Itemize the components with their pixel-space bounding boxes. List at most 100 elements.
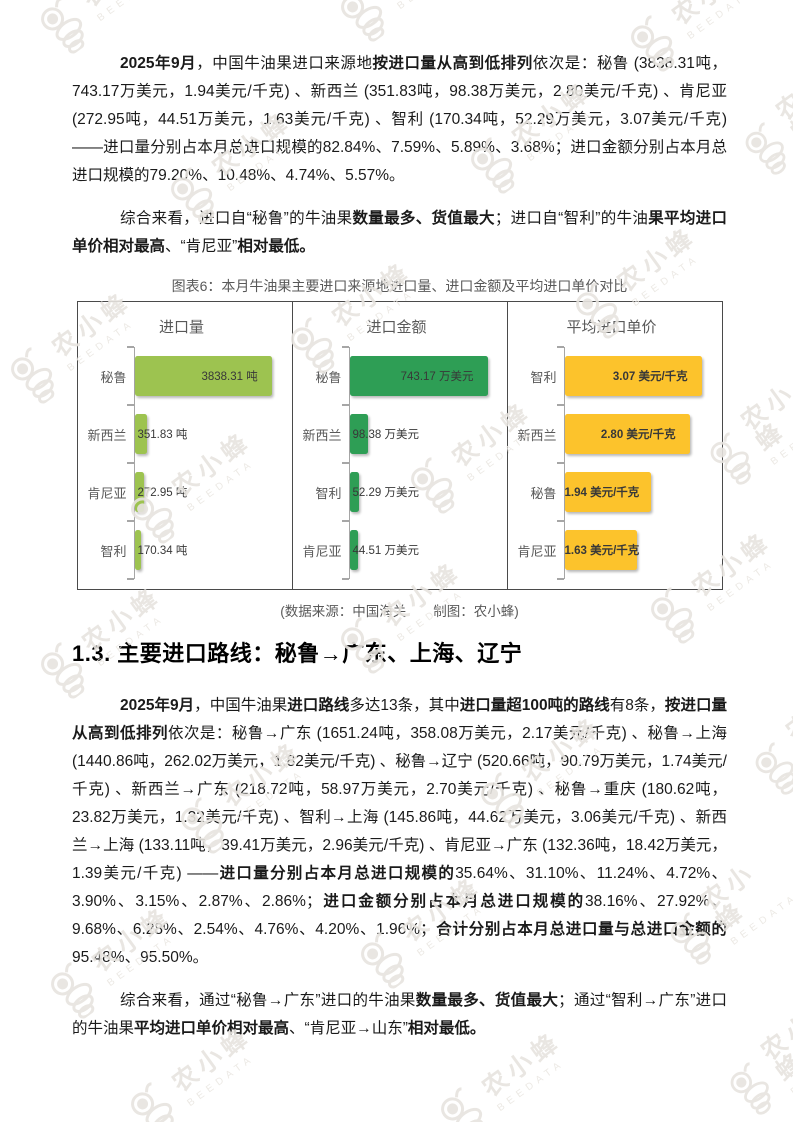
paragraph-import-sources: 2025年9月，中国牛油果进口来源地按进口量从高到低排列依次是：秘鲁 (3838…	[72, 50, 727, 190]
page-content: 2025年9月，中国牛油果进口来源地按进口量从高到低排列依次是：秘鲁 (3838…	[72, 50, 727, 1043]
chart-rows: 智利 3.07 美元/千克新西兰 2.80 美元/千克秘鲁 1.94 美元/千克肯尼亚…	[512, 346, 712, 580]
chart-plot-area: 170.34 吨	[126, 520, 278, 580]
emphasis-text: 进口量分别占本月总进口规模的	[218, 865, 456, 882]
section-heading: 1.3. 主要进口路线：秘鲁→广东、上海、辽宁	[72, 641, 523, 666]
chart-value-label: 272.95 吨	[137, 487, 188, 499]
chart-value-label: 2.80 美元/千克	[600, 429, 676, 441]
emphasis-text: 按进口量从高到低排列	[72, 697, 727, 742]
paragraph-sources-summary: 综合来看，进口自“秘鲁”的牛油果数量最多、货值最大；进口自“智利”的牛油果平均进…	[72, 205, 727, 261]
chart-plot-area: 1.94 美元/千克	[556, 462, 708, 521]
emphasis-text: 相对最低。	[407, 1020, 486, 1037]
emphasis-text: 按进口量从高到低排列	[372, 55, 533, 72]
figure-caption: 图表6：本月牛油果主要进口来源地进口量、进口金额及平均进口单价对比	[171, 278, 628, 294]
body-text: 综合来看，进口自“秘鲁”的牛油果	[120, 210, 353, 227]
chart-category-label: 肯尼亚	[517, 543, 557, 559]
chart-title: 进口量	[158, 319, 204, 336]
watermark-subtext: BEEDATA	[788, 1041, 793, 1098]
chart-plot-area: 98.38 万美元	[341, 404, 493, 463]
body-text: ，中国牛油果进口来源地	[196, 55, 373, 72]
chart-bar	[349, 530, 358, 570]
chart-bar	[564, 472, 652, 512]
body-text: 有8条，	[609, 697, 665, 714]
chart-row: 智利 3.07 美元/千克	[512, 346, 708, 405]
body-text: 、“肯尼亚→山东”	[289, 1020, 408, 1037]
chart-plot-area: 44.51 万美元	[341, 520, 493, 580]
chart-plot-area: 743.17 万美元	[341, 346, 493, 405]
chart-row: 智利 52.29 万美元	[297, 462, 493, 521]
body-text: 多达13条，其中	[349, 697, 460, 714]
body-text: 38.16%、27.92%、9.68%、6.28%、2.54%、4.76%、4.…	[72, 893, 727, 938]
chart-value-label: 1.94 美元/千克	[564, 487, 640, 499]
chart-category-label: 智利	[530, 369, 557, 385]
chart-row: 秘鲁 743.17 万美元	[297, 346, 493, 405]
body-text: 95.48%、95.50%。	[72, 949, 209, 966]
chart-category-label: 新西兰	[87, 427, 127, 443]
chart-title: 进口金额	[366, 319, 427, 336]
bee-logo-icon	[131, 1082, 174, 1122]
emphasis-text: 平均进口单价相对最高	[134, 1020, 290, 1037]
emphasis-text: 2025年9月	[120, 697, 195, 714]
body-text: ；通过“智利→广东”进口的牛油果	[72, 992, 727, 1037]
chart-bar	[564, 530, 638, 570]
chart-plot-area: 52.29 万美元	[341, 462, 493, 521]
chart-rows: 秘鲁 3838.31 吨新西兰 351.83 吨肯尼亚 272.95 吨智利 170.3…	[82, 346, 282, 580]
chart-row: 新西兰 351.83 吨	[82, 404, 278, 463]
chart-value-label: 743.17 万美元	[400, 371, 474, 383]
chart-bar	[349, 414, 368, 454]
paragraph-import-routes: 2025年9月，中国牛油果进口路线多达13条，其中进口量超100吨的路线有8条，…	[72, 692, 727, 972]
chart-value-label: 3.07 美元/千克	[612, 371, 688, 383]
chart-value-label: 44.51 万美元	[352, 545, 419, 557]
chart-category-label: 新西兰	[302, 427, 342, 443]
body-text: ，中国牛油果	[194, 697, 288, 714]
chart-panel: 进口量 秘鲁 3838.31 吨新西兰 351.83 吨肯尼亚 272.95 吨智利 1…	[78, 302, 293, 589]
chart-category-label: 肯尼亚	[87, 485, 127, 501]
chart-value-label: 52.29 万美元	[352, 487, 419, 499]
chart-value-label: 170.34 吨	[137, 545, 188, 557]
body-text: 依次是：秘鲁 (3838.31吨，743.17万美元，1.94美元/千克) 、新…	[72, 55, 727, 184]
chart-bar	[564, 356, 702, 396]
chart-value-label: 1.63 美元/千克	[564, 545, 640, 557]
chart-panel: 平均进口单价 智利 3.07 美元/千克新西兰 2.80 美元/千克秘鲁 1.94 美…	[508, 302, 722, 589]
chart-title: 平均进口单价	[566, 319, 657, 336]
emphasis-text: 数量最多、货值最大	[415, 992, 559, 1009]
chart-value-label: 351.83 吨	[137, 429, 188, 441]
body-text: 35.64%、31.10%、11.24%、4.72%、3.90%、3.15%、2…	[72, 865, 727, 910]
chart-plot-area: 3838.31 吨	[126, 346, 278, 405]
bee-logo-icon	[441, 1087, 484, 1122]
chart-category-label: 秘鲁	[100, 369, 127, 385]
paragraph-routes-summary: 综合来看，通过“秘鲁→广东”进口的牛油果数量最多、货值最大；通过“智利→广东”进…	[72, 987, 727, 1043]
chart-bar	[134, 356, 272, 396]
chart-value-label: 3838.31 吨	[201, 371, 258, 383]
chart-row: 新西兰 98.38 万美元	[297, 404, 493, 463]
chart-bar	[564, 414, 690, 454]
watermark-subtext: BEEDATA	[185, 1052, 257, 1109]
watermark-subtext: BEEDATA	[495, 1057, 567, 1114]
chart-category-label: 秘鲁	[530, 485, 557, 501]
chart-plot-area: 272.95 吨	[126, 462, 278, 521]
figure-charts: 进口量 秘鲁 3838.31 吨新西兰 351.83 吨肯尼亚 272.95 吨智利 1…	[76, 301, 723, 590]
emphasis-text: 进口金额分别占本月总进口规模的	[321, 893, 586, 910]
figure-source-note: (数据来源：中国海关 制图：农小蜂)	[280, 604, 519, 619]
chart-plot-area: 2.80 美元/千克	[556, 404, 708, 463]
emphasis-text: 进口量超100吨的路线	[459, 697, 610, 714]
chart-category-label: 新西兰	[517, 427, 557, 443]
chart-category-label: 智利	[100, 543, 127, 559]
chart-bar	[349, 472, 360, 512]
chart-bar	[134, 472, 145, 512]
chart-category-label: 秘鲁	[315, 369, 342, 385]
emphasis-text: 合计分别占本月总进口量与总进口金额的	[435, 921, 727, 938]
chart-panel: 进口金额 秘鲁 743.17 万美元新西兰 98.38 万美元智利 52.29 万美元…	[293, 302, 508, 589]
body-text: ；进口自“智利”的牛油	[494, 210, 649, 227]
chart-row: 智利 170.34 吨	[82, 520, 278, 580]
chart-bar	[349, 356, 488, 396]
chart-row: 肯尼亚 272.95 吨	[82, 462, 278, 521]
chart-category-label: 智利	[315, 485, 342, 501]
chart-plot-area: 1.63 美元/千克	[556, 520, 708, 580]
chart-row: 新西兰 2.80 美元/千克	[512, 404, 708, 463]
chart-bar	[134, 530, 141, 570]
bee-logo-icon	[730, 1062, 771, 1115]
chart-plot-area: 3.07 美元/千克	[556, 346, 708, 405]
emphasis-text: 数量最多、货值最大	[352, 210, 495, 227]
emphasis-text: 果平均进口单价相对最高	[72, 210, 727, 255]
